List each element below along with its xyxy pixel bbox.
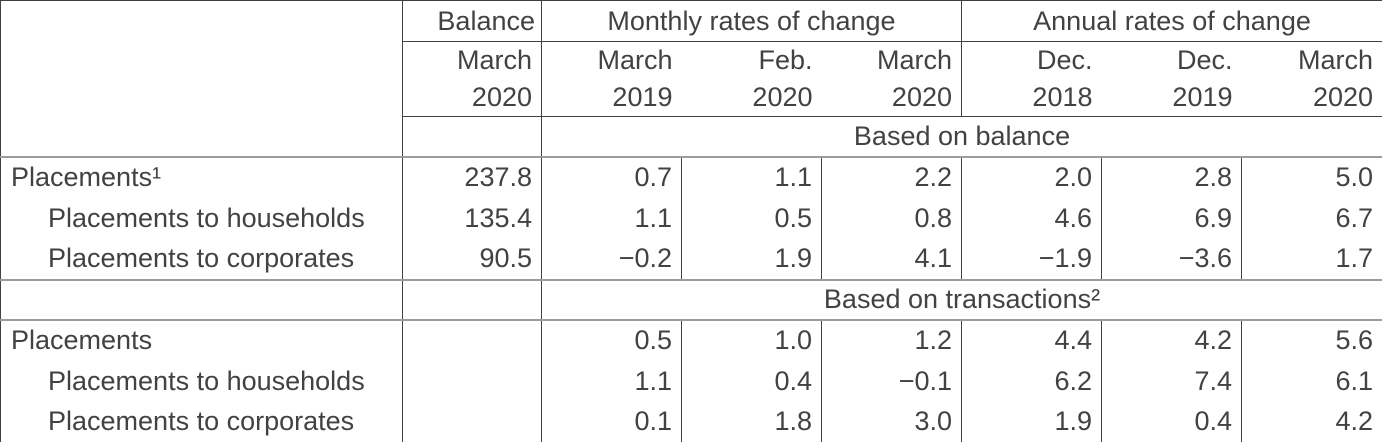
table-row: Based on balance xyxy=(0,116,1382,158)
row-label: Placements xyxy=(11,325,153,355)
rate-value: 2.0 xyxy=(961,156,1102,198)
period-header: Feb. 2020 xyxy=(681,41,822,117)
balance-value: 90.5 xyxy=(402,238,542,281)
rate-value: 0.4 xyxy=(681,360,822,402)
empty-cell xyxy=(0,116,403,158)
rate-value: 0.4 xyxy=(1101,401,1242,442)
period-header: Dec. 2019 xyxy=(1101,41,1242,117)
annual-group-header: Annual rates of change xyxy=(961,0,1382,42)
balance-value: 237.8 xyxy=(402,156,542,198)
rate-value: 1.7 xyxy=(1241,238,1382,281)
balance-group-header: Balance xyxy=(402,0,542,42)
rate-value: −0.2 xyxy=(541,238,682,281)
row-label: Placements to households xyxy=(48,365,365,396)
empty-cell xyxy=(0,279,403,321)
monthly-group-header: Monthly rates of change xyxy=(541,0,962,42)
rate-value: 6.9 xyxy=(1101,197,1242,239)
rate-value: 4.4 xyxy=(961,319,1102,361)
rate-value: 0.7 xyxy=(541,156,682,198)
rate-value: 1.2 xyxy=(821,319,962,361)
rate-value: 5.6 xyxy=(1335,325,1374,355)
table-row: Placements to corporates 0.1 1.8 3.0 1.9… xyxy=(1,401,1382,442)
rate-value: 1.1 xyxy=(681,156,822,198)
balance-value: 135.4 xyxy=(402,197,542,239)
period-header: Dec. 2018 xyxy=(961,41,1102,117)
balance-value xyxy=(402,401,542,442)
table-row: Placements¹ 237.8 0.7 1.1 2.2 2.0 2.8 5.… xyxy=(1,156,1382,198)
balance-value xyxy=(402,360,542,402)
rate-value: 4.6 xyxy=(961,197,1102,239)
period-header: March 2020 xyxy=(402,41,542,117)
row-label: Placements to corporates xyxy=(0,238,403,281)
rate-value: 3.0 xyxy=(821,401,962,442)
rate-value: 1.8 xyxy=(681,401,822,442)
rate-value: 6.1 xyxy=(1335,365,1374,396)
rate-value: 1.1 xyxy=(541,197,682,239)
rate-value: −0.1 xyxy=(821,360,962,402)
rate-value: 4.1 xyxy=(821,238,962,281)
rate-value: 0.5 xyxy=(541,319,682,361)
table-row: Placements to corporates 90.5 −0.2 1.9 4… xyxy=(0,238,1382,281)
period-header: March 2019 xyxy=(541,41,682,117)
rate-value: 2.2 xyxy=(821,156,962,198)
row-label: Placements to corporates xyxy=(48,406,355,437)
rate-value: 6.7 xyxy=(1335,202,1374,233)
rate-value: 6.2 xyxy=(961,360,1102,402)
section-banner: Based on transactions² xyxy=(541,279,1382,321)
corner-cell xyxy=(1,1,403,42)
rate-value: 1.9 xyxy=(681,238,822,281)
empty-cell xyxy=(402,279,542,321)
empty-cell xyxy=(402,116,542,158)
rate-value: 5.0 xyxy=(1335,162,1374,192)
rate-value: −1.9 xyxy=(961,238,1102,281)
empty-cell xyxy=(1,42,403,117)
table-row: Balance Monthly rates of change Annual r… xyxy=(1,0,1382,42)
period-header: March 2020 xyxy=(1241,41,1382,117)
rate-value: 7.4 xyxy=(1101,360,1242,402)
period-header: March 2020 xyxy=(821,41,962,117)
rate-value: 0.8 xyxy=(821,197,962,239)
rate-value: 2.8 xyxy=(1101,156,1242,198)
rate-value: 1.9 xyxy=(961,401,1102,442)
rate-value: 0.1 xyxy=(541,401,682,442)
rate-value: −3.6 xyxy=(1101,238,1242,281)
table-row: Placements to households 135.4 1.1 0.5 0… xyxy=(1,197,1382,239)
balance-value xyxy=(402,319,542,361)
rate-value: 4.2 xyxy=(1101,319,1242,361)
row-label: Placements¹ xyxy=(11,162,162,192)
rate-value: 4.2 xyxy=(1335,406,1374,437)
row-label: Placements to households xyxy=(48,202,365,233)
rate-value: 0.5 xyxy=(681,197,822,239)
table-row: Based on transactions² xyxy=(0,279,1382,321)
table-row: March 2020 March 2019 Feb. 2020 March 20… xyxy=(1,41,1382,117)
rate-value: 1.1 xyxy=(541,360,682,402)
rate-value: 1.0 xyxy=(681,319,822,361)
table-row: Placements 0.5 1.0 1.2 4.4 4.2 5.6 xyxy=(1,319,1382,361)
section-banner: Based on balance xyxy=(541,116,1382,158)
table-row: Placements to households 1.1 0.4 −0.1 6.… xyxy=(1,360,1382,402)
